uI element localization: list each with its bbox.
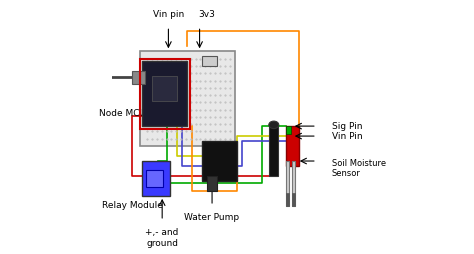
Text: 3v3: 3v3	[199, 10, 216, 19]
Bar	[286, 161, 289, 206]
Bar	[146, 170, 164, 187]
Bar	[140, 51, 235, 146]
Ellipse shape	[269, 121, 279, 129]
Text: +,- and
ground: +,- and ground	[146, 228, 179, 248]
Bar	[286, 194, 289, 206]
Bar	[202, 56, 217, 66]
Text: Node MCU: Node MCU	[99, 109, 146, 118]
Bar	[207, 176, 217, 191]
Bar	[132, 71, 145, 84]
Bar	[142, 61, 187, 126]
Text: Soil Moisture
Sensor: Soil Moisture Sensor	[332, 159, 386, 178]
Bar	[292, 161, 295, 206]
Text: Sig Pin: Sig Pin	[332, 122, 362, 131]
Text: Relay Module: Relay Module	[102, 201, 163, 210]
Bar	[202, 141, 237, 181]
Bar	[286, 126, 300, 166]
Bar	[140, 59, 190, 129]
Bar	[269, 126, 278, 176]
Bar	[286, 126, 292, 134]
Bar	[152, 76, 177, 101]
Bar	[142, 161, 170, 196]
Bar	[292, 194, 295, 206]
Text: Vin Pin: Vin Pin	[332, 132, 363, 140]
Text: Vin pin: Vin pin	[153, 10, 184, 19]
Text: Water Pump: Water Pump	[184, 213, 240, 223]
